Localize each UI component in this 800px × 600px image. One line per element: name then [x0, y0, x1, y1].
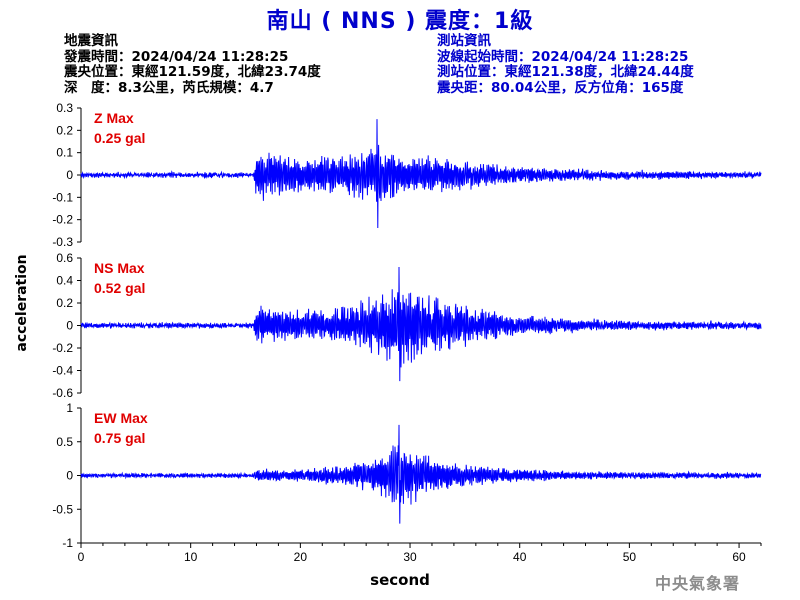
y-axis-label: acceleration — [14, 254, 30, 352]
page-title: 南山 ( NNS ) 震度：1級 — [266, 9, 534, 34]
trace-ns — [80, 266, 762, 382]
y-tick-label-ew: 1 — [66, 401, 73, 415]
x-tick-label: 0 — [78, 550, 85, 564]
x-tick-label: 20 — [294, 550, 308, 564]
y-tick-label-z: -0.1 — [52, 190, 73, 204]
panel-label-ns: NS Max — [94, 260, 145, 276]
panel-label-z: Z Max — [94, 110, 134, 126]
epicentral-distance: 震央距：80.04公里，反方位角：165度 — [437, 79, 684, 96]
y-tick-label-z: 0.1 — [56, 146, 73, 160]
epicenter-location: 震央位置：東經121.59度，北緯23.74度 — [64, 64, 321, 80]
trace-z — [80, 119, 762, 229]
y-tick-label-ns: 0.2 — [56, 296, 73, 310]
station-info-heading: 測站資訊 — [437, 33, 491, 49]
y-tick-label-ew: -1 — [62, 536, 73, 550]
y-tick-label-ns: -0.6 — [52, 386, 73, 400]
y-tick-label-z: 0 — [66, 168, 73, 182]
earthquake-info: 地震資訊 發震時間：2024/04/24 11:28:25 震央位置：東經121… — [64, 33, 321, 96]
panel-max-ns: 0.52 gal — [94, 280, 145, 296]
depth-magnitude: 深 度：8.3公里，芮氏規模：4.7 — [64, 79, 274, 96]
station-location: 測站位置：東經121.38度，北緯24.44度 — [437, 64, 694, 80]
x-axis-label: second — [370, 571, 430, 589]
y-tick-label-ns: -0.2 — [52, 341, 73, 355]
y-tick-label-ew: 0 — [66, 469, 73, 483]
x-tick-label: 10 — [184, 550, 198, 564]
panel-label-ew: EW Max — [94, 410, 148, 426]
y-tick-label-z: 0.2 — [56, 123, 73, 137]
x-tick-label: 30 — [403, 550, 417, 564]
agency-watermark: 中央氣象署 — [655, 574, 741, 593]
y-tick-label-ew: 0.5 — [56, 435, 73, 449]
y-tick-label-ns: 0.4 — [56, 274, 73, 288]
y-tick-label-ew: -0.5 — [52, 502, 73, 516]
x-tick-label: 40 — [513, 550, 527, 564]
panel-max-ew: 0.75 gal — [94, 430, 145, 446]
y-tick-label-ns: 0.6 — [56, 251, 73, 265]
y-tick-label-ns: -0.4 — [52, 364, 73, 378]
y-tick-label-z: -0.3 — [52, 235, 73, 249]
trace-ew — [80, 424, 762, 524]
earthquake-info-heading: 地震資訊 — [64, 33, 118, 49]
origin-time: 發震時間：2024/04/24 11:28:25 — [64, 48, 289, 65]
wave-start-time: 波線起始時間：2024/04/24 11:28:25 — [437, 48, 689, 65]
y-tick-label-z: -0.2 — [52, 213, 73, 227]
x-tick-label: 60 — [732, 550, 746, 564]
y-tick-label-z: 0.3 — [56, 101, 73, 115]
y-tick-label-ns: 0 — [66, 319, 73, 333]
station-info: 測站資訊 波線起始時間：2024/04/24 11:28:25 測站位置：東經1… — [437, 33, 694, 96]
x-tick-label: 50 — [623, 550, 637, 564]
panel-max-z: 0.25 gal — [94, 130, 145, 146]
